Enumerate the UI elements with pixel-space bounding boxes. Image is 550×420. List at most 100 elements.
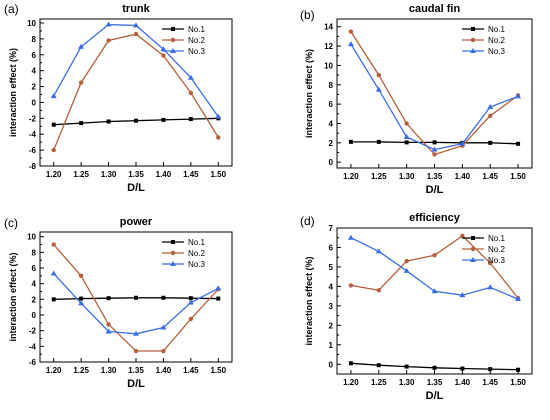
x-tick-label: 1.45: [482, 172, 498, 181]
data-point: [50, 270, 57, 276]
data-point: [133, 330, 139, 336]
y-tick-label: 3: [329, 302, 334, 311]
data-point: [106, 38, 111, 43]
data-point: [215, 285, 222, 291]
legend-label: No.1: [188, 238, 205, 247]
data-point: [105, 21, 112, 27]
y-tick-label: 2: [32, 83, 37, 92]
data-point: [215, 113, 222, 119]
x-tick-label: 1.30: [101, 170, 117, 179]
data-point: [187, 74, 194, 80]
y-tick-label: 2: [329, 321, 334, 330]
chart-title: caudal fin: [409, 3, 461, 15]
data-point: [488, 113, 493, 118]
data-point: [51, 122, 56, 127]
y-tick-label: -6: [29, 358, 37, 367]
legend-marker: [471, 236, 475, 240]
data-point: [376, 288, 381, 293]
y-tick-label: 2: [32, 295, 37, 304]
x-tick-label: 1.25: [73, 366, 89, 375]
data-point: [133, 31, 139, 37]
series-3: [347, 41, 522, 152]
x-axis-label: D/L: [426, 390, 444, 402]
legend-label: No.2: [488, 36, 505, 45]
y-tick-label: 4: [32, 280, 37, 289]
panel-label: (a): [4, 2, 19, 16]
data-point: [161, 348, 166, 354]
y-tick-label: 5: [329, 263, 334, 272]
x-axis-label: D/L: [127, 182, 145, 194]
data-point: [188, 117, 193, 122]
data-point: [516, 141, 521, 146]
data-point: [459, 140, 466, 146]
legend-label: No.2: [488, 245, 505, 254]
data-point: [432, 140, 437, 145]
data-point: [515, 93, 522, 99]
legend-label: No.2: [188, 249, 205, 258]
panel-2: (b) caudal fin 1.20 1.25 1.30 1.35 1.40 1.45 1.5…: [300, 3, 533, 196]
data-point: [432, 152, 437, 157]
data-point: [160, 46, 167, 52]
data-point: [216, 296, 221, 301]
legend-label: No.3: [188, 47, 205, 56]
legend: No.1 No.2 No.3: [462, 234, 505, 265]
series-1: [348, 361, 521, 372]
x-tick-label: 1.30: [399, 378, 415, 387]
y-tick-label: 6: [32, 264, 37, 273]
y-tick-label: 0: [32, 98, 37, 107]
x-tick-label: 1.20: [343, 378, 359, 387]
panel-label: (b): [300, 8, 315, 22]
panel-3: (c) power 1.20 1.25 1.30 1.35 1.40 1.45 1.50 D/L -…: [4, 216, 233, 390]
data-point: [376, 139, 381, 144]
legend-label: No.3: [488, 256, 505, 265]
data-point: [78, 273, 84, 279]
y-tick-label: -6: [29, 146, 37, 155]
y-tick-label: 0: [32, 311, 37, 320]
data-point: [134, 118, 138, 123]
data-point: [161, 295, 166, 300]
y-axis-label: interaction effect (%): [304, 256, 314, 345]
chart-title: efficiency: [409, 212, 461, 224]
data-point: [133, 22, 139, 28]
data-point: [348, 29, 354, 34]
data-point: [51, 147, 56, 153]
x-tick-label: 1.45: [482, 378, 498, 387]
x-tick-label: 1.20: [46, 366, 62, 375]
series-line: [53, 273, 219, 335]
data-point: [431, 288, 438, 294]
x-tick-label: 1.45: [183, 170, 199, 179]
y-axis-label: interaction effect (%): [8, 48, 18, 137]
data-point: [106, 119, 111, 124]
data-point: [106, 322, 111, 327]
x-tick-label: 1.35: [128, 170, 144, 179]
y-tick-label: 10: [27, 19, 36, 28]
legend-label: No.1: [188, 25, 205, 34]
y-tick-label: -2: [29, 327, 37, 336]
data-point: [487, 104, 494, 110]
panel-4: (d) efficiency 1.20 1.25 1.30 1.35 1.40 1.45 1.5…: [300, 212, 533, 402]
y-tick-label: 7: [329, 224, 334, 233]
x-tick-label: 1.25: [73, 170, 89, 179]
data-point: [347, 41, 354, 47]
x-tick-label: 1.45: [183, 366, 199, 375]
x-tick-label: 1.25: [371, 378, 387, 387]
data-point: [105, 328, 112, 334]
y-axis-label: interaction effect (%): [304, 49, 314, 138]
panel-label: (d): [300, 214, 315, 228]
y-tick-label: 8: [329, 81, 334, 90]
y-tick-label: 4: [329, 282, 334, 291]
data-point: [376, 72, 381, 78]
x-tick-label: 1.50: [510, 378, 526, 387]
y-tick-label: 8: [32, 248, 37, 257]
y-tick-label: 1: [329, 341, 334, 350]
y-tick-label: -4: [29, 130, 37, 139]
y-tick-label: 4: [32, 67, 37, 76]
series-1: [51, 295, 221, 302]
data-point: [487, 284, 494, 290]
legend-marker: [170, 37, 176, 43]
data-point: [488, 367, 493, 372]
legend-label: No.3: [488, 47, 505, 56]
data-point: [348, 361, 353, 366]
x-axis-label: D/L: [127, 378, 145, 390]
data-point: [79, 121, 84, 126]
